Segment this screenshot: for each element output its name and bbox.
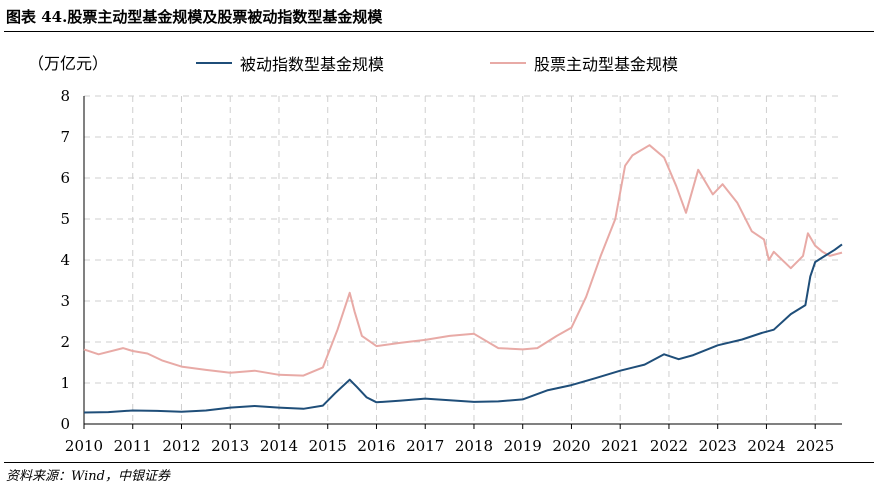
y-tick-label: 3 [60,292,70,310]
legend-label-active: 股票主动型基金规模 [534,55,679,74]
x-tick-label: 2012 [162,437,200,455]
x-tick-label: 2018 [455,437,493,455]
x-tick-label: 2019 [504,437,542,455]
x-tick-label: 2022 [650,437,688,455]
y-tick-label: 8 [60,87,70,105]
y-tick-label: 4 [60,251,70,269]
x-tick-label: 2014 [260,437,298,455]
source-note: 资料来源：Wind，中银证券 [6,469,170,484]
y-axis-unit: （万亿元） [28,54,109,73]
y-tick-label: 6 [60,169,70,187]
title-divider [4,31,874,32]
x-tick-label: 2015 [309,437,347,455]
y-tick-label: 5 [60,210,70,228]
legend-item-active: 股票主动型基金规模 [490,51,678,75]
x-tick-label: 2025 [796,437,834,455]
x-tick-label: 2024 [747,437,785,455]
y-tick-label: 0 [60,415,70,433]
legend-item-passive: 被动指数型基金规模 [196,51,384,75]
legend-swatch-passive [196,62,232,64]
legend-label-passive: 被动指数型基金规模 [240,55,385,74]
series-line-passive [83,243,843,414]
x-tick-label: 2016 [357,437,395,455]
y-tick-label: 7 [60,128,70,146]
x-tick-label: 2021 [601,437,639,455]
x-tick-label: 2020 [552,437,590,455]
x-tick-label: 2010 [65,437,103,455]
x-tick-label: 2011 [114,437,152,455]
source-divider [4,462,874,463]
y-tick-label: 2 [60,333,70,351]
x-tick-label: 2017 [406,437,444,455]
series-line-active [83,144,843,377]
x-tick-label: 2023 [699,437,737,455]
chart-title: 图表 44.股票主动型基金规模及股票被动指数型基金规模 [6,8,383,26]
legend-swatch-active [490,62,526,64]
x-tick-label: 2013 [211,437,249,455]
y-tick-label: 1 [60,374,70,392]
